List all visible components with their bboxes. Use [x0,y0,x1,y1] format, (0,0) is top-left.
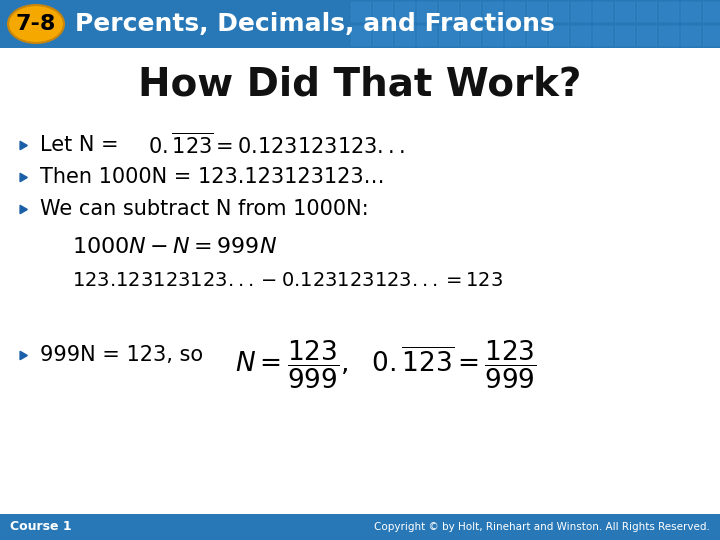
Text: $N = \dfrac{123}{999},\ \ 0.\overline{123} = \dfrac{123}{999}$: $N = \dfrac{123}{999},\ \ 0.\overline{12… [235,339,536,391]
Bar [0,514,720,540]
Text: Let N =: Let N = [40,135,125,155]
Bar [593,26,613,46]
Bar [505,26,525,46]
Bar [593,2,613,22]
Text: How Did That Work?: How Did That Work? [138,66,582,104]
Bar [439,2,459,22]
Text: 999N = 123, so: 999N = 123, so [40,345,203,365]
Bar [527,26,547,46]
Bar [681,26,701,46]
Bar [373,26,393,46]
Bar [417,26,437,46]
Bar [0,0,720,48]
Text: Copyright © by Holt, Rinehart and Winston. All Rights Reserved.: Copyright © by Holt, Rinehart and Winsto… [374,522,710,532]
Bar [461,26,481,46]
Bar [483,2,503,22]
Bar [505,2,525,22]
Bar [395,26,415,46]
Bar [395,2,415,22]
Bar [681,2,701,22]
Bar [659,26,679,46]
Bar [417,2,437,22]
Bar [373,2,393,22]
Bar [549,26,569,46]
Text: Percents, Decimals, and Fractions: Percents, Decimals, and Fractions [75,12,554,36]
Bar [615,26,635,46]
Bar [637,26,657,46]
Bar [615,2,635,22]
Bar [439,26,459,46]
Bar [659,2,679,22]
Bar [703,26,720,46]
Text: $1000N - N = 999N$: $1000N - N = 999N$ [72,237,277,257]
Bar [461,2,481,22]
Bar [483,26,503,46]
Bar [527,2,547,22]
Text: $0.\overline{123} = 0.123123123...$: $0.\overline{123} = 0.123123123...$ [148,132,405,158]
Bar [351,2,371,22]
Text: $123.123123123... - 0.123123123... = 123$: $123.123123123... - 0.123123123... = 123… [72,271,503,289]
Text: 7-8: 7-8 [16,14,56,34]
Ellipse shape [8,5,64,43]
Bar [571,2,591,22]
Bar [703,2,720,22]
Bar [571,26,591,46]
Text: Course 1: Course 1 [10,521,71,534]
Bar [351,26,371,46]
Bar [549,2,569,22]
Bar [637,2,657,22]
Text: Then 1000N = 123.123123123…: Then 1000N = 123.123123123… [40,167,384,187]
Text: We can subtract N from 1000N:: We can subtract N from 1000N: [40,199,369,219]
